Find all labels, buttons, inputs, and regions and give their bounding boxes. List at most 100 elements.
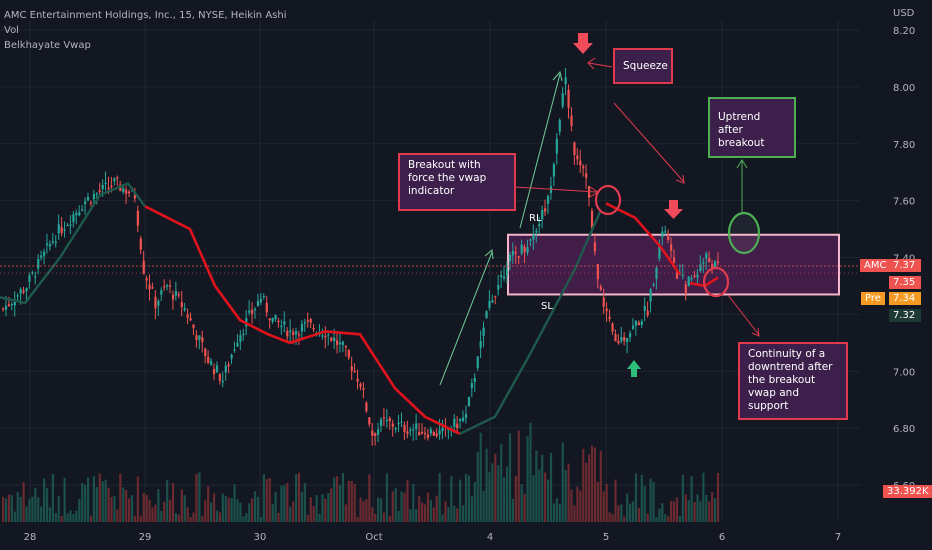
candle-body: [347, 350, 350, 358]
volume-bar: [7, 494, 11, 522]
volume-bar: [230, 498, 233, 522]
candle-body: [593, 242, 597, 252]
volume-bar: [89, 515, 93, 522]
volume-bar: [394, 488, 397, 522]
candle-body: [45, 243, 49, 246]
volume-bar: [25, 506, 28, 522]
candle-body: [585, 173, 588, 178]
candle-body: [230, 354, 233, 359]
volume-bar: [368, 474, 371, 522]
volume-bar: [253, 491, 257, 522]
candle-body: [157, 300, 160, 306]
chart-legend: AMC Entertainment Holdings, Inc., 15, NY…: [4, 8, 286, 53]
last-price-tag: 7.37: [889, 259, 921, 272]
candle-body: [377, 429, 380, 435]
sl-label: SL: [541, 301, 553, 312]
volume-bar: [385, 473, 389, 522]
candle-body: [520, 244, 523, 254]
candle-body: [344, 345, 348, 348]
volume-bar: [711, 491, 714, 522]
candle-body: [631, 325, 635, 329]
candle-body: [95, 193, 98, 195]
candle-body: [98, 190, 101, 193]
candle-body: [300, 323, 304, 332]
volume-bar: [570, 489, 573, 522]
candle-body: [423, 433, 427, 435]
volume-bar: [450, 476, 453, 522]
ticker-tag: AMC: [860, 259, 891, 272]
volume-bar: [110, 497, 113, 522]
candle-body: [283, 321, 286, 325]
candle-body: [374, 433, 377, 437]
uptrend-circle: [727, 211, 761, 255]
candle-body: [447, 429, 450, 431]
candle-body: [420, 431, 424, 434]
indicator-legend[interactable]: Belkhayate Vwap: [4, 40, 91, 51]
candle-body: [415, 423, 418, 429]
candle-body: [207, 356, 210, 363]
candle-body: [526, 247, 529, 253]
volume-bar: [491, 463, 494, 522]
volume-bar: [620, 504, 623, 522]
volume-bar: [227, 497, 230, 522]
volume-bar: [605, 483, 608, 522]
candle-body: [552, 164, 556, 177]
candle-body: [312, 327, 315, 330]
candle-body: [608, 316, 611, 319]
volume-bar: [514, 476, 517, 522]
candle-body: [224, 365, 227, 373]
volume-bars: [2, 422, 720, 522]
vwap-line-down-right: [605, 202, 682, 276]
volume-bar: [649, 478, 652, 522]
volume-bar: [403, 492, 406, 522]
candle-body: [268, 318, 271, 321]
candle-body: [189, 318, 192, 321]
volume-bar: [256, 496, 260, 522]
x-axis: 28 29 30 Oct 4 5 6 7: [24, 532, 842, 543]
volume-bar: [48, 507, 52, 522]
candle-body: [409, 429, 412, 432]
candle-body: [116, 177, 119, 179]
candle-body: [702, 262, 705, 264]
volume-bar: [198, 472, 201, 522]
volume-bar: [470, 496, 473, 522]
volume-bar: [157, 489, 160, 522]
candle-body: [441, 427, 444, 432]
candle-body: [242, 333, 245, 336]
candle-body: [500, 275, 503, 278]
symbol-title[interactable]: AMC Entertainment Holdings, Inc., 15, NY…: [4, 10, 287, 21]
volume-bar: [236, 499, 239, 522]
volume-bar: [133, 515, 137, 522]
volume-bar: [353, 484, 356, 522]
volume-bar: [359, 497, 362, 522]
volume-bar: [684, 494, 687, 522]
candle-body: [7, 304, 11, 307]
volume-bar: [145, 494, 148, 522]
candle-body: [60, 227, 63, 234]
volume-bar: [576, 486, 579, 522]
candle-body: [491, 300, 494, 303]
volume-bar: [664, 514, 667, 522]
candle-body: [253, 308, 257, 311]
candle-body: [183, 308, 186, 311]
volume-bar: [588, 454, 591, 522]
candle-body: [570, 115, 573, 126]
candle-body: [379, 419, 383, 427]
volume-bar: [696, 494, 699, 522]
volume-bar: [195, 473, 198, 522]
candle-body: [160, 290, 163, 295]
candle-body: [72, 214, 75, 222]
volume-bar: [113, 495, 116, 522]
volume-bar: [637, 507, 641, 522]
candle-body: [605, 308, 608, 312]
volume-bar: [45, 488, 49, 522]
volume-bar: [43, 478, 46, 522]
volume-legend[interactable]: Vol: [4, 25, 19, 36]
volume-bar: [511, 499, 515, 522]
y-tick-label: 7.00: [893, 367, 915, 378]
volume-bar: [101, 481, 104, 522]
candle-body: [174, 291, 178, 296]
volume-bar: [321, 494, 324, 522]
volume-bar: [687, 500, 690, 522]
